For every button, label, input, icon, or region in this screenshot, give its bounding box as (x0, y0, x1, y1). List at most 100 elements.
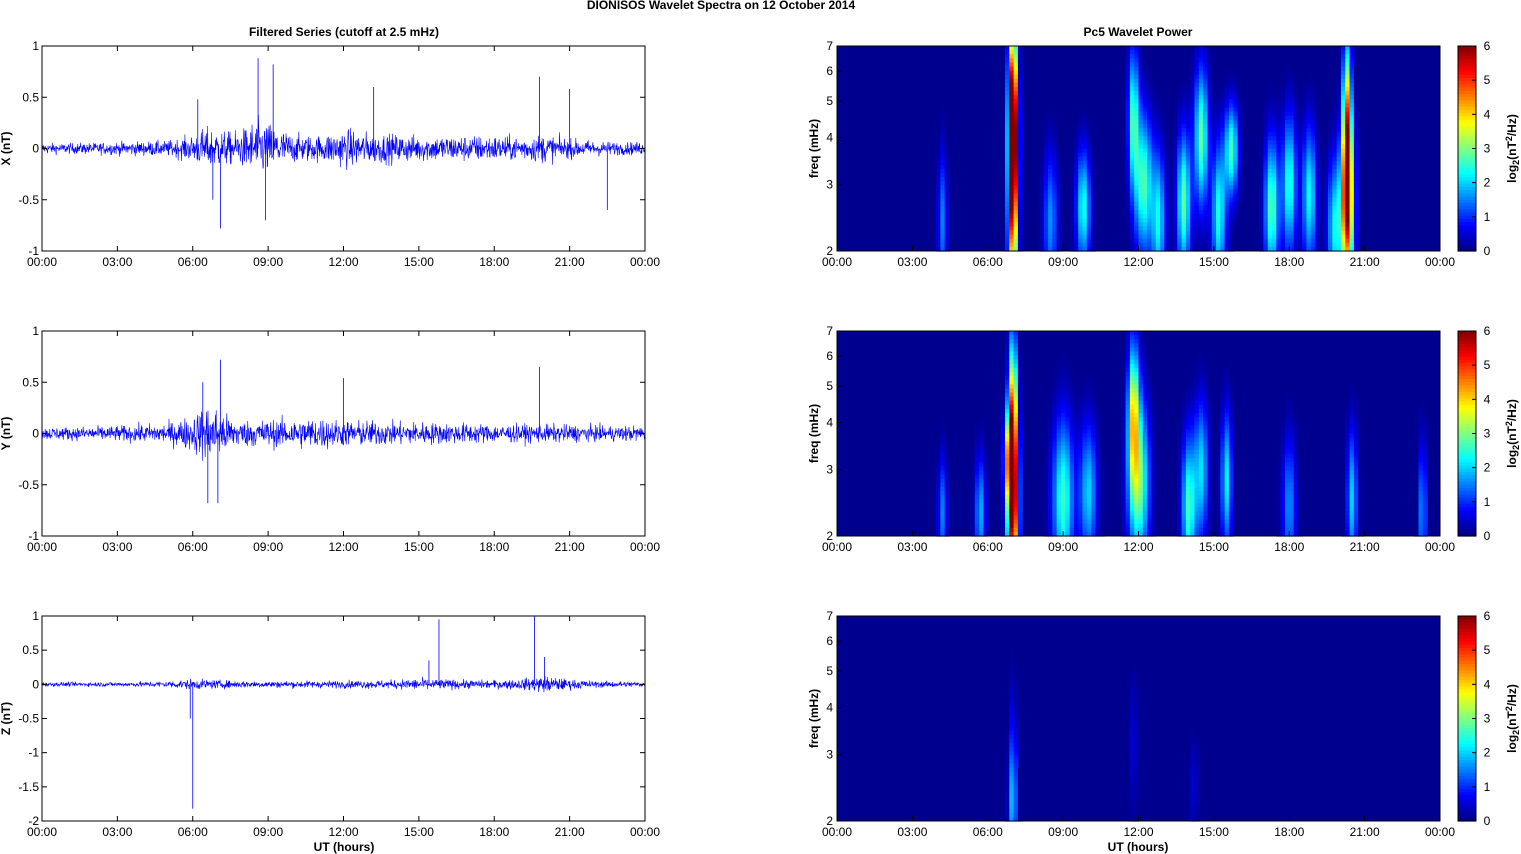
heatmap-cell (1069, 169, 1075, 174)
heatmap-cell (1306, 99, 1312, 104)
heatmap-cell (1267, 119, 1273, 125)
heatmap-cell (1091, 470, 1097, 476)
heatmap-cell (1259, 148, 1265, 154)
heatmap-cell (1039, 214, 1045, 219)
heatmap-cell (1216, 185, 1221, 191)
heatmap-cell (1293, 441, 1299, 447)
heatmap-cell (1198, 376, 1204, 381)
heatmap-cell (1185, 214, 1191, 219)
heatmap-cell (1147, 495, 1153, 500)
heatmap-cell (1207, 132, 1213, 137)
heatmap-cell (1332, 205, 1338, 211)
heatmap-cell (1241, 136, 1247, 141)
heatmap-cell (1422, 458, 1428, 463)
heatmap-cell (1345, 169, 1351, 174)
heatmap-cell (1138, 156, 1144, 162)
heatmap-cell (974, 462, 980, 467)
heatmap-cell (1125, 343, 1131, 348)
heatmap-cell (1349, 441, 1355, 447)
heatmap-cell (1211, 462, 1217, 467)
heatmap-cell (940, 238, 946, 244)
heatmap-cell (1319, 173, 1325, 178)
heatmap-cell (1134, 111, 1140, 117)
heatmap-cell (1319, 210, 1325, 215)
heatmap-cell (1142, 466, 1148, 471)
heatmap-cell (1340, 189, 1346, 195)
heatmap-cell (1272, 95, 1277, 100)
heatmap-cell (1013, 331, 1019, 336)
heatmap-cell (1056, 429, 1062, 435)
heatmap-cell (1017, 95, 1023, 100)
heatmap-cell (1138, 384, 1144, 389)
heatmap-cell (1129, 107, 1135, 113)
heatmap-cell (1323, 205, 1329, 211)
heatmap-cell (1082, 169, 1088, 174)
heatmap-cell (1086, 111, 1092, 117)
heatmap-cell (1353, 164, 1359, 170)
heatmap-cell (1349, 417, 1355, 422)
heatmap-cell (1336, 185, 1342, 191)
heatmap-cell (1353, 478, 1359, 484)
y-tick-label: 0 (32, 677, 39, 691)
heatmap-cell (1216, 197, 1221, 203)
heatmap-cell (1181, 449, 1187, 455)
heatmap-cell (1125, 177, 1131, 182)
heatmap-cell (1017, 107, 1023, 113)
heatmap-cell (1185, 99, 1191, 104)
colorbar-swatch (1458, 247, 1476, 252)
heatmap-cell (1134, 226, 1140, 232)
heatmap-cell (1336, 103, 1342, 109)
heatmap-cell (1082, 417, 1088, 422)
heatmap-cell (1052, 363, 1058, 369)
heatmap-cell (1086, 413, 1092, 418)
heatmap-cell (1052, 441, 1058, 447)
heatmap-cell (1418, 429, 1424, 435)
heatmap-cell (1017, 82, 1023, 88)
heatmap-cell (1211, 226, 1217, 232)
heatmap-cell (1091, 425, 1097, 430)
heatmap-cell (1147, 181, 1153, 186)
heatmap-cell (1310, 119, 1316, 125)
heatmap-cell (1297, 222, 1303, 227)
heatmap-cell (1013, 111, 1019, 117)
heatmap-cell (1284, 226, 1290, 232)
heatmap-cell (1017, 495, 1023, 500)
heatmap-cell (1151, 132, 1157, 137)
heatmap-cell (1224, 197, 1230, 203)
heatmap-cell (1052, 246, 1058, 252)
heatmap-cell (1220, 445, 1226, 451)
heatmap-cell (1125, 408, 1131, 414)
heatmap-cell (1013, 95, 1019, 100)
heatmap-cell (1233, 226, 1239, 232)
heatmap-cell (1017, 478, 1023, 484)
heatmap-cell (1013, 46, 1019, 51)
heatmap-cell (1280, 87, 1286, 92)
heatmap-cell (1116, 490, 1122, 496)
heatmap-cell (1129, 230, 1135, 236)
heatmap-cell (1095, 408, 1101, 414)
heatmap-cell (1203, 474, 1209, 480)
heatmap-cell (1353, 103, 1359, 109)
heatmap-cell (1134, 441, 1140, 447)
heatmap-cell (1353, 458, 1359, 463)
heatmap-cell (1138, 58, 1144, 63)
heatmap-cell (1129, 478, 1135, 484)
heatmap-cell (1306, 132, 1312, 137)
heatmap-cell (1297, 119, 1303, 125)
heatmap-cell (1009, 462, 1015, 467)
heatmap-cell (1086, 173, 1092, 178)
heatmap-cell (1259, 160, 1265, 166)
heatmap-cell (1328, 136, 1333, 141)
heatmap-cell (1082, 384, 1088, 389)
heatmap-cell (1138, 474, 1144, 480)
heatmap-cell (1353, 486, 1359, 492)
heatmap-cell (1216, 103, 1221, 109)
heatmap-cell (1280, 234, 1286, 240)
heatmap-cell (1134, 347, 1140, 353)
heatmap-cell (1172, 242, 1178, 248)
heatmap-cell (1418, 404, 1424, 410)
heatmap-cell (944, 490, 950, 496)
heatmap-cell (1345, 189, 1351, 195)
heatmap-cell (1134, 78, 1140, 84)
heatmap-cell (1340, 197, 1346, 203)
